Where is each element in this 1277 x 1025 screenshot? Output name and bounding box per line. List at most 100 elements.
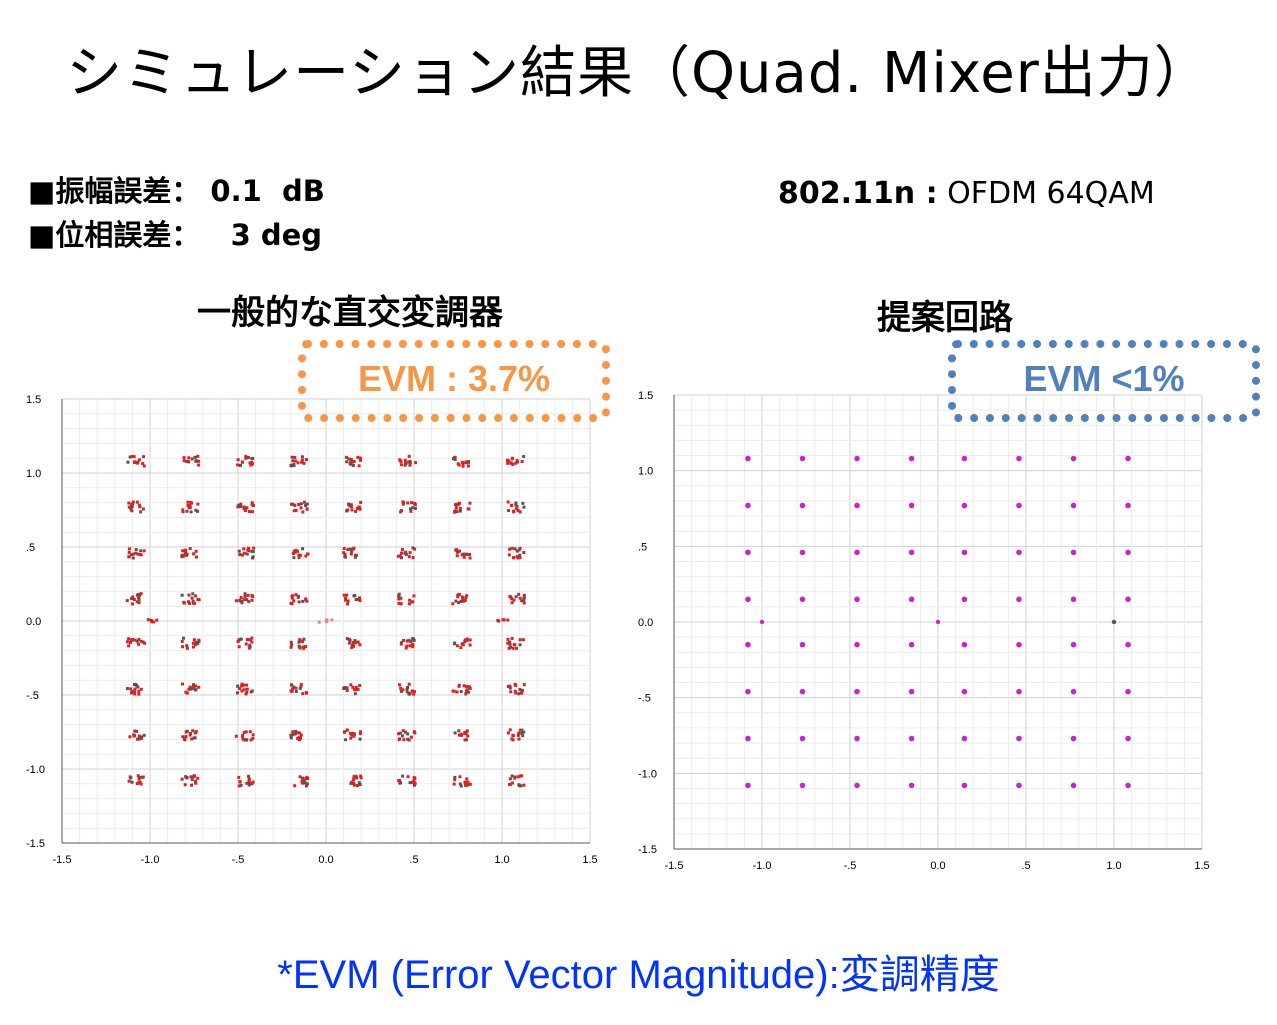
constellation-point bbox=[299, 639, 303, 643]
constellation-point bbox=[507, 646, 511, 650]
constellation-point bbox=[399, 596, 403, 600]
constellation-point bbox=[506, 461, 510, 465]
constellation-point bbox=[189, 510, 193, 514]
constellation-point bbox=[460, 595, 464, 599]
constellation-point bbox=[1125, 596, 1131, 603]
constellation-point bbox=[358, 737, 362, 741]
constellation-point bbox=[240, 684, 244, 688]
pilot-point bbox=[324, 620, 328, 624]
constellation-point bbox=[292, 509, 296, 513]
constellation-point bbox=[242, 683, 246, 687]
constellation-point bbox=[510, 637, 514, 641]
pilot-point bbox=[497, 619, 501, 623]
constellation-point bbox=[961, 641, 968, 648]
constellation-point bbox=[353, 639, 357, 643]
constellation-point bbox=[128, 455, 132, 459]
constellation-point bbox=[250, 636, 254, 640]
constellation-point bbox=[237, 645, 241, 649]
constellation-point bbox=[343, 552, 347, 556]
y-tick-label: -1.0 bbox=[26, 764, 45, 776]
constellation-point bbox=[135, 782, 139, 786]
constellation-point bbox=[139, 510, 143, 514]
constellation-point bbox=[348, 547, 352, 551]
constellation-point bbox=[353, 555, 357, 559]
constellation-point bbox=[247, 774, 251, 778]
constellation-point bbox=[299, 506, 303, 510]
constellation-point bbox=[298, 775, 302, 779]
constellation-point bbox=[135, 500, 139, 504]
constellation-point bbox=[413, 782, 417, 786]
constellation-point bbox=[291, 459, 295, 463]
constellation-point bbox=[249, 738, 253, 742]
constellation-point bbox=[522, 593, 526, 597]
constellation-point bbox=[234, 734, 238, 738]
constellation-point bbox=[345, 509, 349, 513]
constellation-point bbox=[304, 645, 308, 649]
pilot-point bbox=[759, 619, 765, 625]
constellation-point bbox=[457, 684, 461, 688]
constellation-point bbox=[128, 640, 132, 644]
constellation-point bbox=[130, 502, 134, 506]
constellation-point bbox=[186, 504, 190, 508]
pilot-point bbox=[150, 620, 154, 624]
constellation-point bbox=[196, 642, 200, 646]
constellation-point bbox=[132, 598, 136, 602]
constellation-point bbox=[519, 784, 523, 788]
pilot-point bbox=[1111, 619, 1117, 625]
constellation-point bbox=[1070, 502, 1077, 509]
constellation-point bbox=[192, 685, 196, 689]
pilot-point bbox=[506, 618, 510, 622]
constellation-point bbox=[399, 460, 403, 464]
constellation-point bbox=[354, 685, 358, 689]
amplitude-error-label: ■振幅誤差： bbox=[28, 174, 201, 208]
constellation-point bbox=[188, 601, 192, 605]
constellation-point bbox=[463, 738, 467, 742]
constellation-point bbox=[397, 601, 401, 605]
constellation-point bbox=[240, 682, 244, 686]
constellation-point bbox=[237, 549, 241, 553]
constellation-point bbox=[352, 781, 356, 785]
constellation-point bbox=[291, 594, 295, 598]
constellation-point bbox=[1070, 641, 1077, 648]
left-evm-badge: EVM : 3.7% bbox=[298, 340, 610, 422]
standard-modulation: OFDM 64QAM bbox=[937, 176, 1155, 211]
constellation-point bbox=[294, 729, 298, 733]
constellation-point bbox=[854, 735, 860, 742]
constellation-point bbox=[1125, 735, 1131, 742]
constellation-point bbox=[460, 460, 464, 464]
constellation-point bbox=[349, 736, 353, 740]
constellation-point bbox=[466, 734, 470, 738]
constellation-point bbox=[510, 774, 514, 778]
constellation-point bbox=[354, 598, 358, 602]
constellation-point bbox=[407, 454, 411, 458]
constellation-point bbox=[247, 646, 251, 650]
constellation-point bbox=[126, 460, 130, 464]
constellation-point bbox=[137, 734, 141, 738]
constellation-point bbox=[506, 637, 510, 641]
constellation-point bbox=[518, 556, 522, 560]
constellation-point bbox=[508, 777, 512, 781]
constellation-point bbox=[345, 460, 349, 464]
constellation-point bbox=[296, 461, 300, 465]
constellation-point bbox=[522, 730, 526, 734]
constellation-point bbox=[458, 506, 462, 510]
constellation-point bbox=[518, 774, 522, 778]
constellation-point bbox=[515, 507, 519, 511]
x-tick-label: -.5 bbox=[844, 860, 857, 872]
constellation-point bbox=[242, 688, 246, 692]
constellation-point bbox=[854, 688, 860, 695]
constellation-point bbox=[461, 598, 465, 602]
constellation-point bbox=[188, 732, 192, 736]
constellation-point bbox=[194, 781, 198, 785]
constellation-point bbox=[508, 547, 512, 551]
constellation-point bbox=[289, 736, 293, 740]
constellation-point bbox=[799, 596, 806, 603]
constellation-point bbox=[304, 504, 308, 508]
constellation-point bbox=[403, 461, 407, 465]
constellation-point bbox=[406, 732, 410, 736]
constellation-point bbox=[454, 506, 458, 510]
constellation-point bbox=[134, 551, 138, 555]
constellation-point bbox=[293, 732, 297, 736]
constellation-point bbox=[194, 508, 198, 512]
constellation-point bbox=[517, 592, 521, 596]
